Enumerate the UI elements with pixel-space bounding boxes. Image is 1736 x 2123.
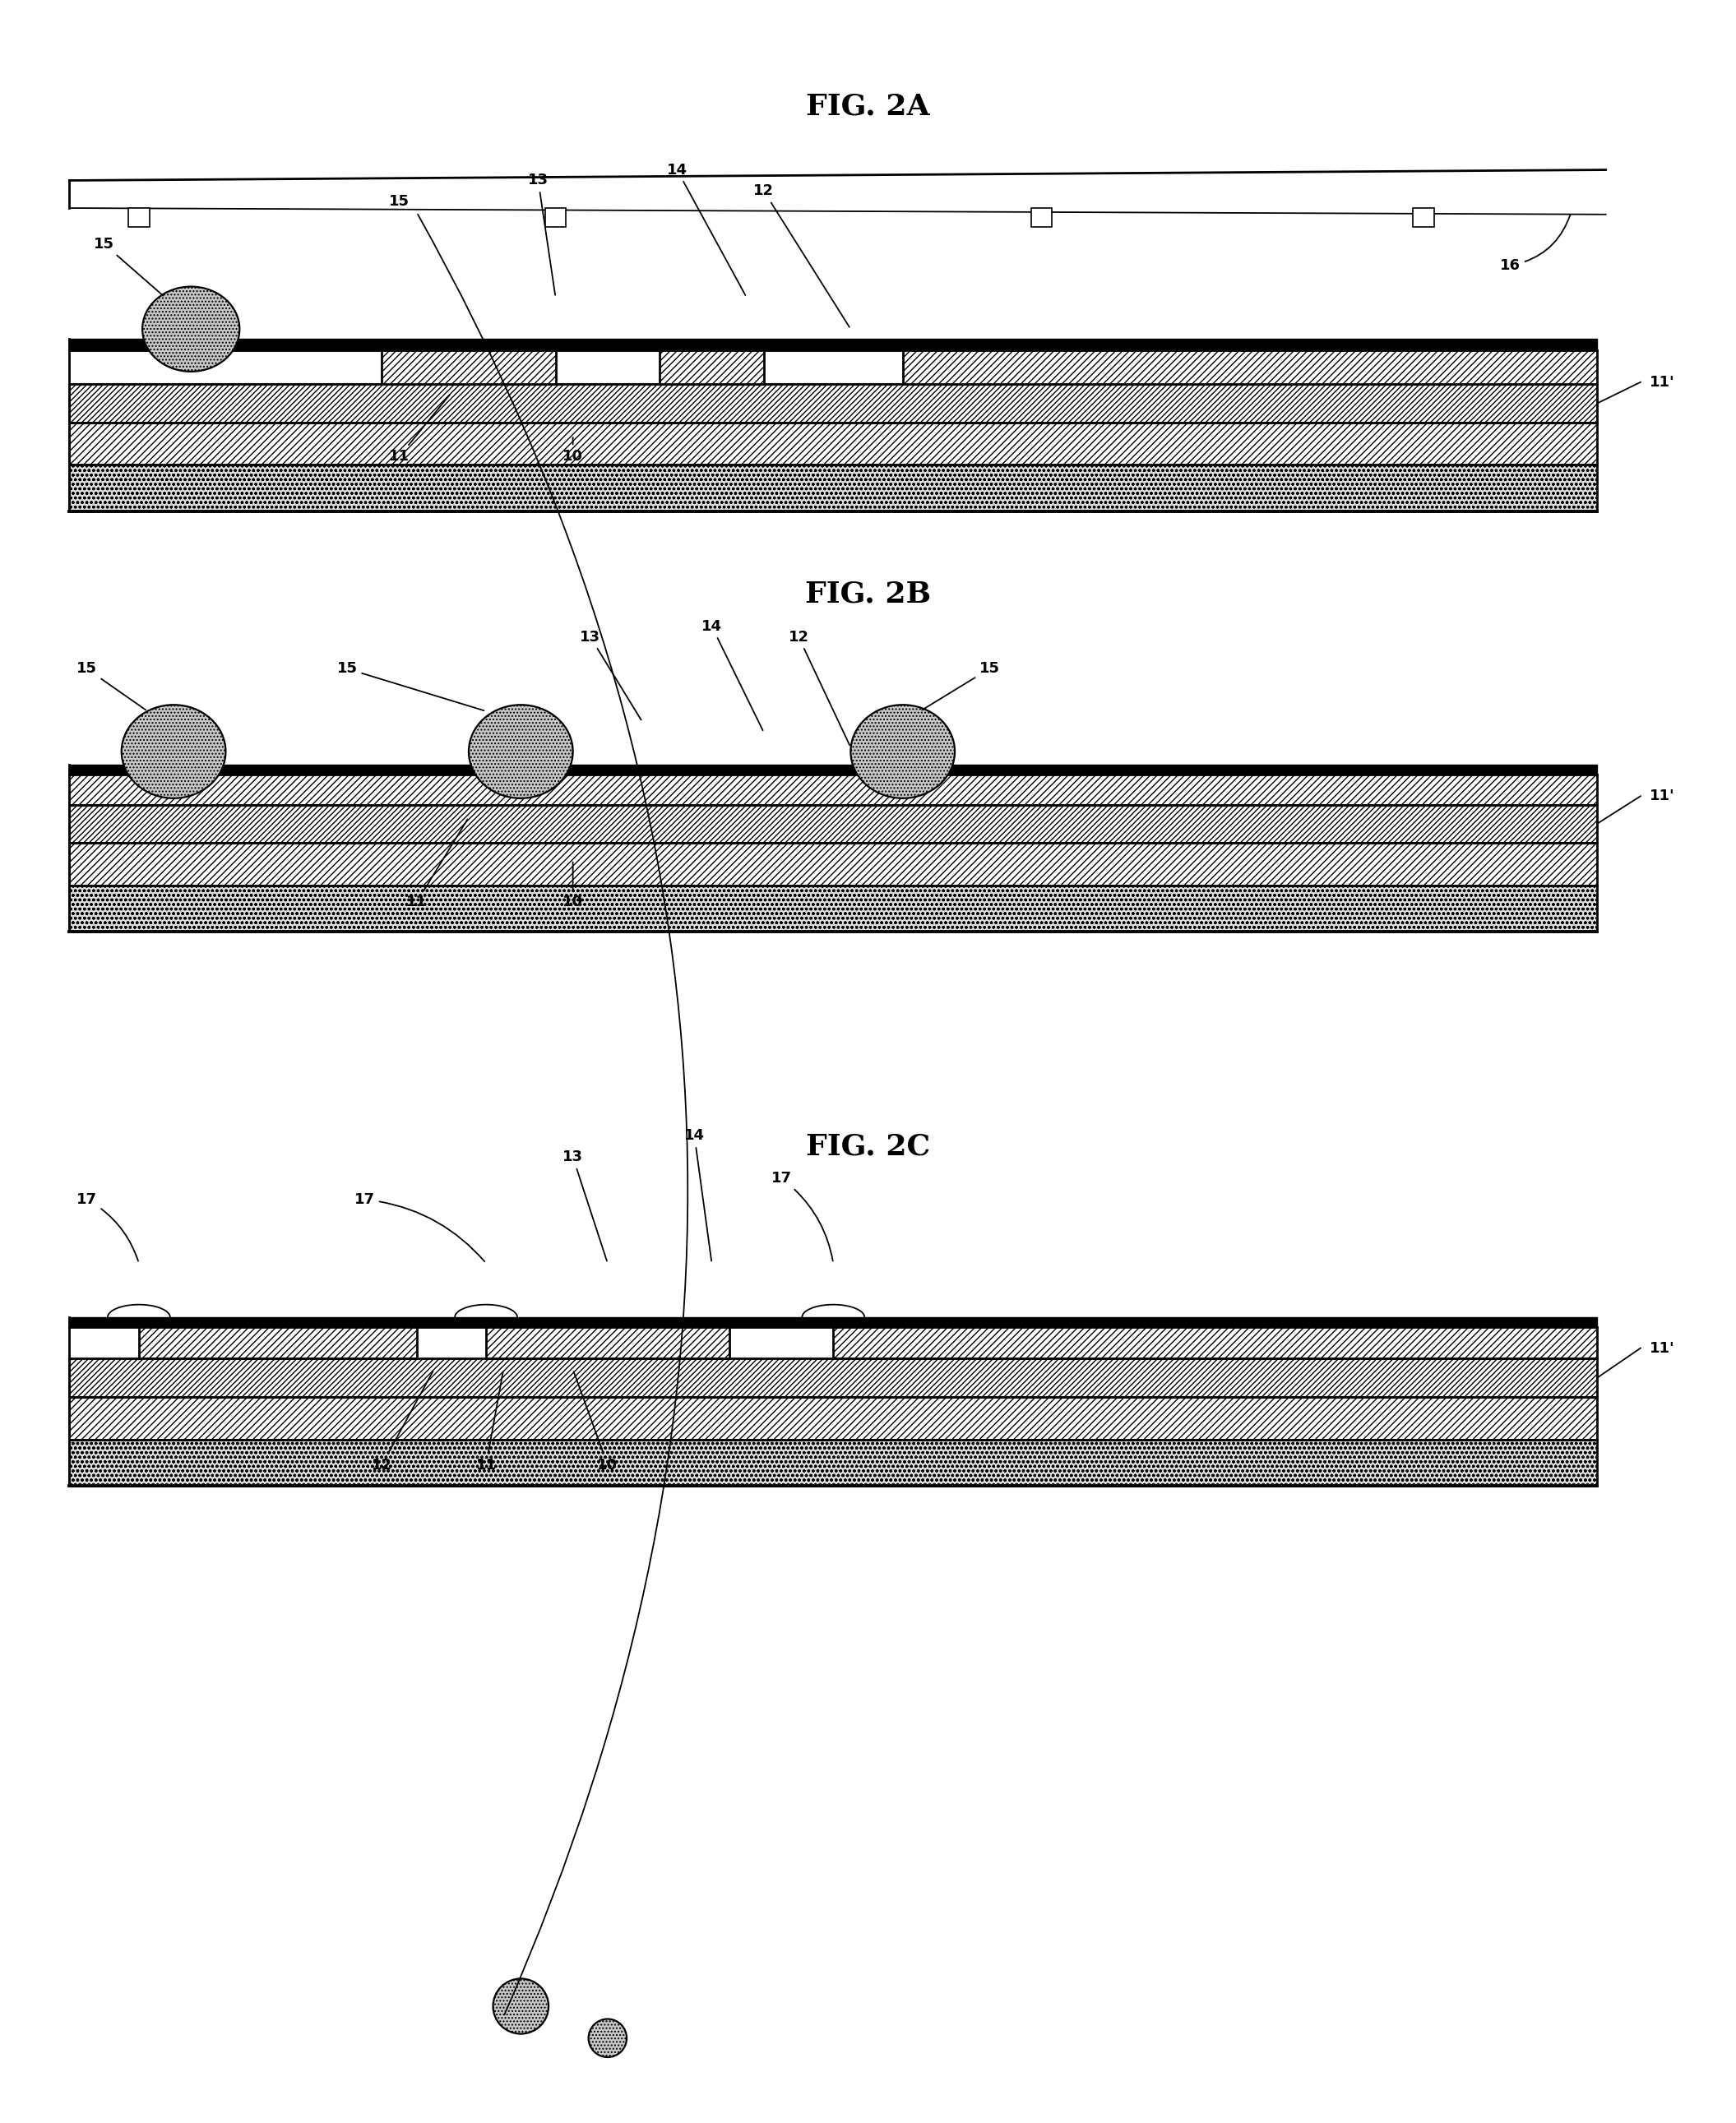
Text: 17: 17 (354, 1193, 484, 1261)
Text: 11: 11 (406, 819, 467, 909)
Text: 11': 11' (1649, 1342, 1675, 1354)
Bar (69, 805, 1597, 843)
Bar (69, 422, 1597, 465)
Text: 12: 12 (788, 631, 849, 745)
Bar (69, 843, 1597, 885)
Text: 15: 15 (76, 662, 146, 709)
Bar (833, 1327, 1597, 1359)
Bar (69, 1439, 1597, 1486)
Bar (382, 350, 556, 384)
Text: 17: 17 (76, 1193, 139, 1261)
Bar (69, 1397, 1597, 1439)
Bar (69, 465, 1597, 512)
Bar (69, 1359, 1597, 1397)
Ellipse shape (589, 2019, 627, 2057)
Text: 13: 13 (580, 631, 641, 720)
Text: 15: 15 (94, 238, 163, 295)
Text: FIG. 2B: FIG. 2B (806, 580, 930, 609)
Text: 12: 12 (753, 185, 849, 327)
Bar (1031, 208, 1052, 227)
Bar (69, 338, 1597, 350)
Bar (69, 764, 1597, 775)
Bar (139, 1327, 417, 1359)
Bar (486, 1327, 729, 1359)
Ellipse shape (142, 287, 240, 372)
Ellipse shape (493, 1979, 549, 2034)
Text: 10: 10 (562, 437, 583, 463)
FancyArrowPatch shape (418, 214, 687, 2015)
Bar (1413, 208, 1434, 227)
Text: 17: 17 (771, 1172, 833, 1261)
Text: 11: 11 (476, 1371, 503, 1471)
Text: FIG. 2A: FIG. 2A (806, 91, 930, 121)
Text: 16: 16 (1500, 214, 1571, 272)
Bar (660, 350, 764, 384)
Bar (69, 885, 1597, 932)
Bar (69, 1316, 1597, 1327)
Text: 11': 11' (1649, 790, 1675, 802)
Text: 15: 15 (337, 662, 484, 711)
Text: 13: 13 (562, 1151, 608, 1261)
Text: 15: 15 (922, 662, 1000, 709)
Text: 12: 12 (372, 1371, 432, 1471)
Bar (69, 384, 1597, 422)
Text: 13: 13 (528, 174, 556, 295)
Text: 11: 11 (389, 395, 450, 463)
Ellipse shape (122, 705, 226, 798)
Text: 14: 14 (701, 620, 762, 730)
Text: 10: 10 (562, 862, 583, 909)
Ellipse shape (851, 705, 955, 798)
Bar (69, 775, 1597, 805)
Text: 14: 14 (684, 1129, 712, 1261)
Text: 15: 15 (389, 195, 410, 208)
Text: 11': 11' (1649, 376, 1675, 389)
Polygon shape (69, 170, 1606, 214)
Bar (903, 350, 1597, 384)
Bar (128, 208, 149, 227)
Text: FIG. 2C: FIG. 2C (806, 1132, 930, 1161)
Text: 14: 14 (667, 163, 745, 295)
Bar (545, 208, 566, 227)
Text: 10: 10 (573, 1371, 618, 1471)
Ellipse shape (469, 705, 573, 798)
